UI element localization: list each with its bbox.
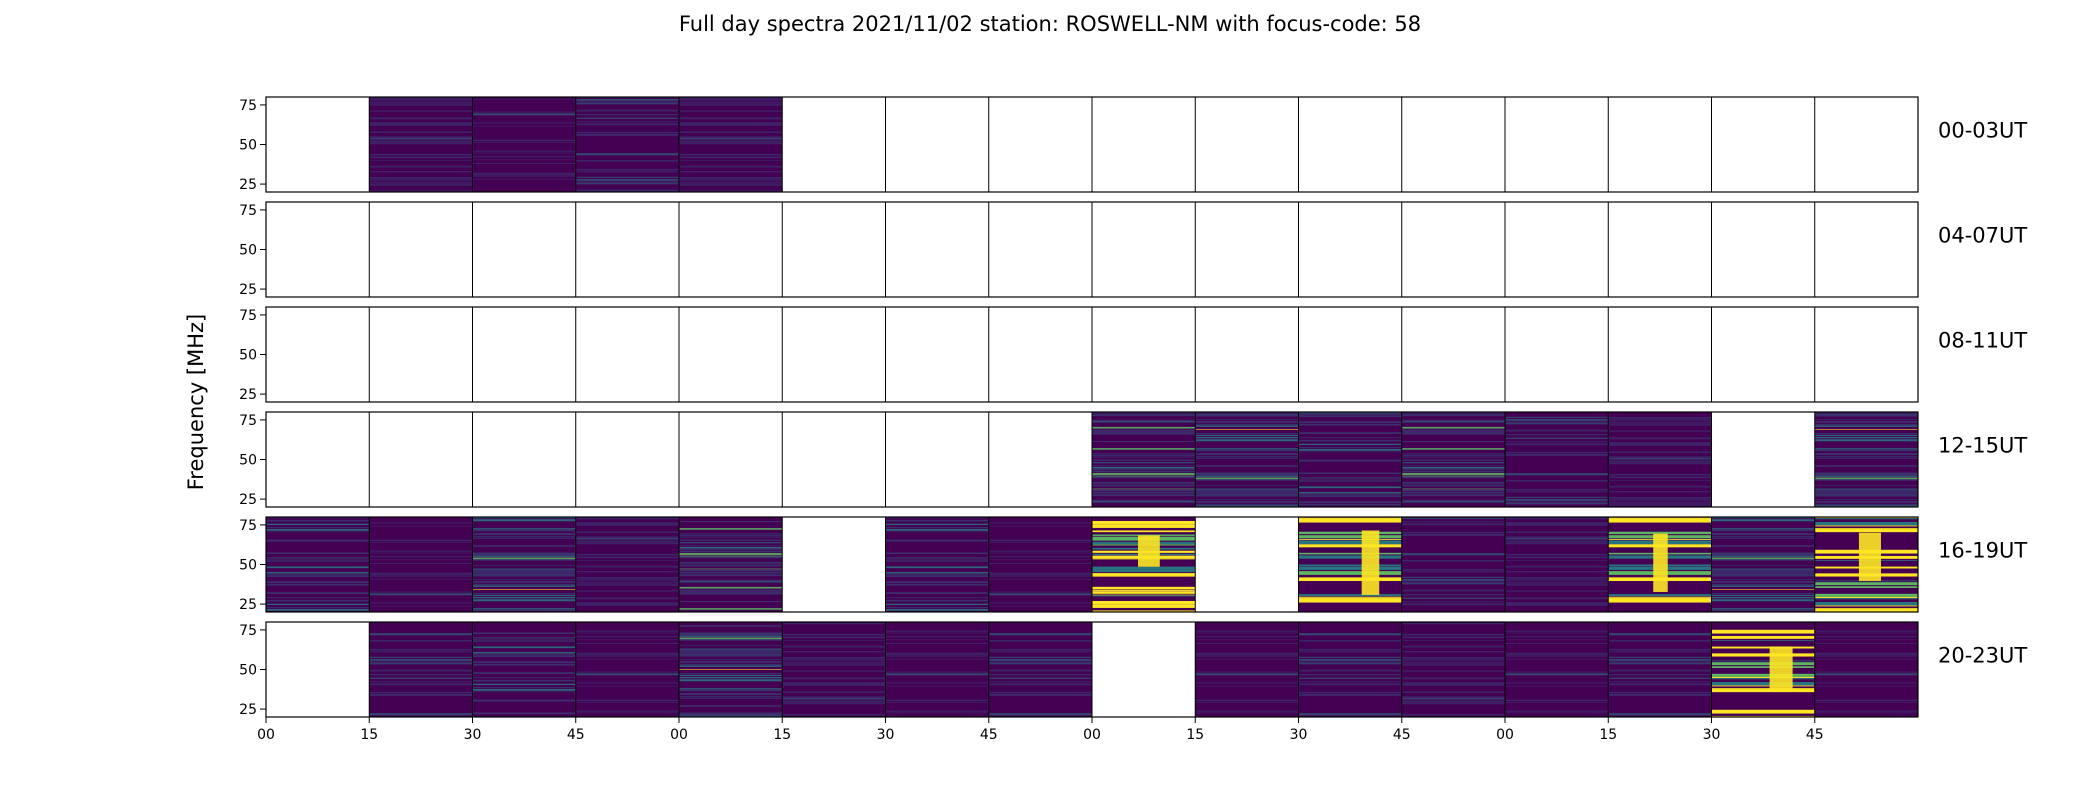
panel-row-12-15UT: 25 50 75 12-15UT	[239, 411, 2027, 508]
burst-block	[1361, 530, 1380, 595]
panel-row-08-11UT: 25 50 75 08-11UT	[239, 306, 2027, 403]
y-tick-label: 75	[239, 413, 257, 429]
spectrum-segment	[266, 517, 370, 612]
spectrum-segment	[1401, 517, 1505, 612]
y-tick-label: 25	[239, 702, 257, 718]
y-tick-label: 25	[239, 597, 257, 613]
y-tick-label: 25	[239, 177, 257, 193]
spectrum-segment	[472, 97, 576, 192]
row-label: 12-15UT	[1938, 433, 2027, 457]
x-tick-label: 00	[257, 727, 275, 743]
spectrum-segment	[1505, 622, 1609, 717]
panel-row-00-03UT: 25 50 75 00-03UT	[239, 96, 2027, 193]
y-tick-label: 75	[239, 203, 257, 219]
x-tick-label: 00	[670, 727, 688, 743]
x-tick-label: 30	[1703, 727, 1721, 743]
row-label: 16-19UT	[1938, 538, 2027, 562]
panel-row-20-23UT: 25 50 75 20-23UT	[239, 621, 2027, 718]
y-tick-label: 75	[239, 98, 257, 114]
x-tick-label: 45	[1393, 727, 1411, 743]
spectrum-segment	[1195, 412, 1299, 507]
spectrum-segment	[988, 517, 1092, 612]
spectrum-segment	[575, 622, 679, 717]
y-axis-label: Frequency [MHz]	[184, 313, 208, 491]
spectrum-segment	[1711, 517, 1815, 612]
y-tick-label: 50	[239, 558, 257, 574]
spectrum-segment	[679, 517, 783, 612]
spectrum-segment	[1298, 412, 1402, 507]
spectrum-segment	[472, 622, 576, 717]
spectrum-segment	[1401, 412, 1505, 507]
spectrum-segment	[369, 517, 473, 612]
y-tick-label: 75	[239, 518, 257, 534]
spectrum-segment	[1505, 412, 1609, 507]
x-tick-label: 15	[1599, 727, 1617, 743]
spectrum-segment	[885, 622, 989, 717]
spectrum-segment	[1401, 622, 1505, 717]
spectrum-segment	[679, 622, 783, 717]
x-tick-label: 30	[1290, 727, 1308, 743]
y-tick-label: 25	[239, 282, 257, 298]
spectrum-segment	[1092, 412, 1196, 507]
spectrum-segment	[1814, 622, 1918, 717]
y-tick-label: 50	[239, 348, 257, 364]
burst-block	[1769, 646, 1793, 692]
spectrum-segment	[679, 97, 783, 192]
row-label: 04-07UT	[1938, 223, 2027, 247]
y-tick-label: 50	[239, 453, 257, 469]
y-tick-label: 75	[239, 308, 257, 324]
y-tick-label: 50	[239, 663, 257, 679]
spectrum-segment	[1298, 622, 1402, 717]
spectrum-segment	[782, 622, 886, 717]
spectrum-segment	[1711, 622, 1815, 717]
y-tick-label: 25	[239, 492, 257, 508]
y-tick-label: 50	[239, 243, 257, 259]
spectrum-segment	[575, 97, 679, 192]
spectrum-segment	[1608, 412, 1712, 507]
spectrum-segment	[1814, 412, 1918, 507]
x-tick-label: 15	[773, 727, 791, 743]
burst-block	[1653, 533, 1668, 592]
spectrum-segment	[369, 97, 473, 192]
x-tick-label: 30	[464, 727, 482, 743]
x-tick-label: 45	[567, 727, 585, 743]
burst-block	[1858, 532, 1881, 581]
x-tick-label: 30	[877, 727, 895, 743]
x-tick-label: 45	[1806, 727, 1824, 743]
spectrum-segment	[988, 622, 1092, 717]
chart-title: Full day spectra 2021/11/02 station: ROS…	[678, 12, 1422, 36]
row-label: 20-23UT	[1938, 643, 2027, 667]
x-tick-label: 15	[360, 727, 378, 743]
x-tick-label: 00	[1496, 727, 1514, 743]
x-tick-label: 00	[1083, 727, 1101, 743]
spectrum-segment	[575, 517, 679, 612]
panel-row-16-19UT: 25 50 75 16-19UT	[239, 516, 2027, 613]
spectrum-segment	[369, 622, 473, 717]
row-label: 00-03UT	[1938, 118, 2027, 142]
y-tick-label: 75	[239, 623, 257, 639]
spectrum-segment	[1505, 517, 1609, 612]
x-tick-label: 15	[1186, 727, 1204, 743]
y-tick-label: 25	[239, 387, 257, 403]
x-tick-label: 45	[980, 727, 998, 743]
spectrum-segment	[472, 517, 576, 612]
row-label: 08-11UT	[1938, 328, 2027, 352]
spectrum-segment	[1195, 622, 1299, 717]
burst-block	[1138, 535, 1160, 567]
y-tick-label: 50	[239, 138, 257, 154]
spectrum-segment	[885, 517, 989, 612]
spectrum-segment	[1608, 622, 1712, 717]
spectrum-segment	[1298, 517, 1402, 612]
panel-row-04-07UT: 25 50 75 04-07UT	[239, 201, 2027, 298]
